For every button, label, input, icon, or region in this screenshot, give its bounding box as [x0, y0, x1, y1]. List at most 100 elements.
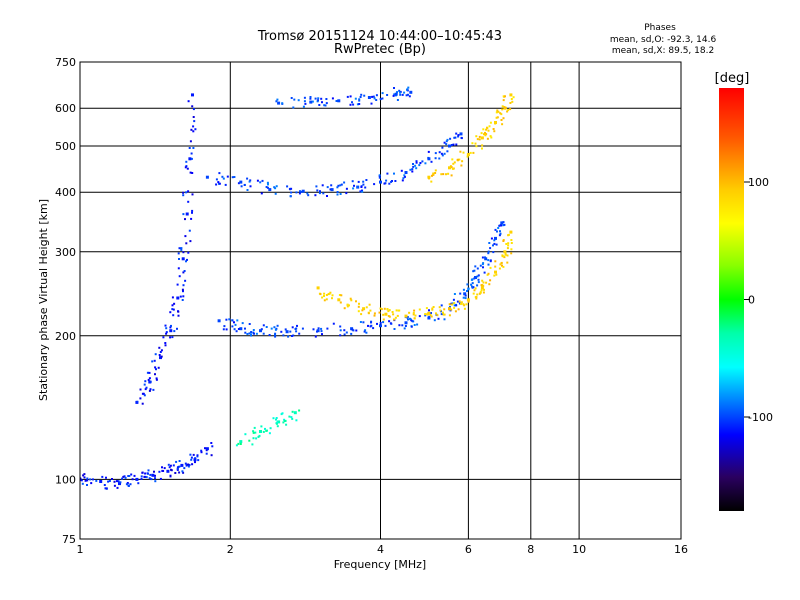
y-axis: 75 100 200 300 400 500 600 750	[55, 56, 76, 546]
data-point	[480, 136, 484, 140]
data-point-spread	[496, 109, 499, 112]
data-point-spread	[451, 158, 454, 161]
data-point-spread	[469, 151, 472, 154]
data-point-spread	[483, 288, 485, 291]
data-point-spread	[354, 97, 357, 100]
data-point-spread	[218, 172, 221, 175]
chart-subtitle: RwPretec (Bp)	[334, 42, 426, 57]
data-point-spread	[231, 176, 234, 179]
data-point-spread	[466, 290, 468, 292]
data-point-spread	[316, 189, 319, 192]
data-point-spread	[317, 327, 320, 330]
data-point	[384, 312, 388, 316]
data-point-spread	[101, 475, 104, 478]
data-point-spread	[462, 303, 465, 306]
data-point-spread	[359, 190, 362, 193]
data-point-spread	[502, 221, 505, 224]
data-point	[151, 473, 155, 477]
data-point-spread	[504, 95, 506, 98]
data-point-spread	[498, 224, 501, 227]
data-point-spread	[260, 192, 263, 195]
data-point-spread	[182, 290, 184, 293]
data-point-spread	[438, 157, 441, 160]
data-point-spread	[84, 479, 87, 482]
data-point-spread	[488, 242, 491, 244]
data-point-spread	[337, 184, 340, 187]
data-point-spread	[394, 316, 397, 319]
colorbar-label: [deg]	[715, 71, 750, 86]
data-point-spread	[507, 242, 510, 245]
data-point-spread	[498, 234, 501, 237]
data-point-spread	[424, 313, 427, 316]
data-point-spread	[171, 336, 174, 339]
data-point-spread	[248, 439, 251, 442]
data-point-spread	[399, 91, 401, 94]
data-point-spread	[510, 252, 513, 255]
data-point-spread	[363, 330, 366, 333]
data-point-spread	[237, 182, 240, 185]
data-point-spread	[414, 314, 417, 317]
data-point	[293, 411, 297, 415]
data-point-spread	[95, 479, 98, 482]
data-point-spread	[297, 99, 300, 102]
data-point-spread	[485, 128, 488, 131]
data-point	[459, 132, 463, 136]
data-point-spread	[295, 191, 298, 194]
data-point-spread	[248, 323, 251, 325]
data-point-spread	[244, 331, 247, 334]
data-point	[181, 257, 185, 261]
data-point-spread	[343, 181, 346, 184]
data-point-spread	[159, 351, 162, 353]
data-point-spread	[117, 480, 120, 483]
data-point-spread	[171, 304, 174, 307]
data-point-spread	[235, 444, 238, 447]
series-0	[217, 221, 506, 338]
data-point-spread	[217, 181, 220, 184]
data-point-spread	[176, 327, 178, 330]
data-point-spread	[246, 177, 249, 180]
data-point-spread	[487, 263, 490, 266]
data-point-spread	[343, 329, 346, 332]
data-point-spread	[289, 188, 292, 191]
data-point-spread	[361, 190, 364, 193]
data-point-spread	[164, 344, 167, 347]
colorbar-ticks: 100 0 -100	[744, 176, 773, 424]
data-point-spread	[393, 318, 395, 321]
data-point-spread	[390, 180, 393, 183]
data-point-spread	[296, 324, 298, 327]
data-point	[191, 93, 194, 97]
data-point-spread	[145, 476, 148, 479]
data-point-spread	[396, 91, 398, 94]
data-point-spread	[451, 167, 454, 170]
data-point-spread	[477, 278, 480, 281]
data-point-spread	[471, 285, 473, 288]
data-point	[217, 319, 221, 323]
data-point-spread	[191, 172, 194, 174]
data-point	[166, 469, 170, 473]
data-point-spread	[365, 306, 368, 309]
data-point-spread	[177, 310, 180, 313]
data-point-spread	[128, 475, 131, 477]
data-point-spread	[228, 318, 231, 321]
data-point-spread	[322, 192, 325, 195]
data-point-spread	[464, 294, 467, 297]
data-point-spread	[145, 386, 148, 389]
data-point-spread	[437, 317, 440, 320]
data-point-spread	[382, 321, 385, 324]
data-point-spread	[446, 138, 449, 141]
data-point-spread	[457, 135, 460, 138]
data-point-spread	[419, 162, 422, 164]
data-point	[239, 440, 243, 444]
data-point-spread	[357, 310, 360, 313]
data-point-spread	[493, 130, 496, 133]
data-point-spread	[141, 471, 144, 474]
x-tick-label: 2	[227, 543, 234, 556]
data-point-spread	[177, 314, 180, 317]
data-point-spread	[165, 327, 168, 330]
data-point-spread	[494, 228, 497, 231]
data-point-spread	[191, 209, 194, 212]
data-point-spread	[325, 298, 328, 301]
data-point-spread	[248, 180, 251, 183]
data-point-spread	[196, 454, 199, 457]
data-point-spread	[499, 112, 502, 115]
